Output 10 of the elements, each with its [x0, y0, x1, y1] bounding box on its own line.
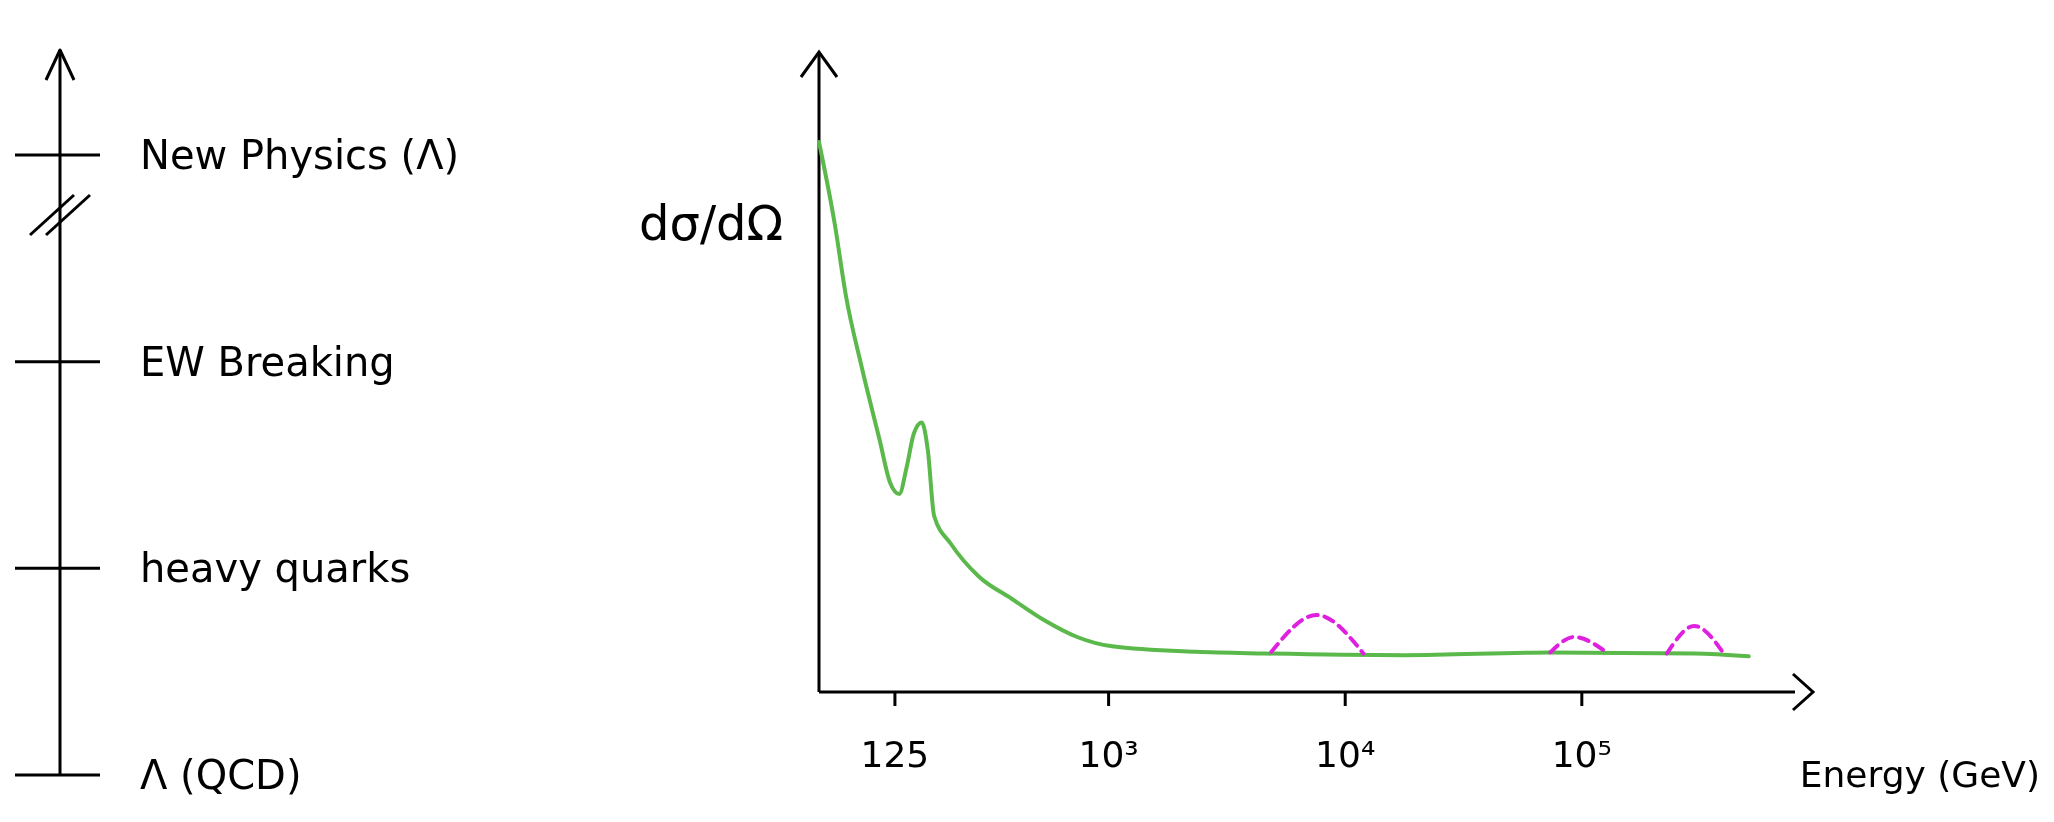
x-tick-label: 125 — [860, 733, 930, 775]
x-tick-label: 10⁵ — [1551, 733, 1612, 775]
x-axis-title: Energy (GeV) — [1799, 754, 2040, 795]
x-tick-label: 10³ — [1078, 733, 1139, 775]
text: EW Breaking — [140, 338, 395, 385]
text: heavy quarks — [140, 545, 411, 592]
y-axis-title: dσ/dΩ — [639, 195, 784, 251]
text: New Physics (Λ) — [140, 132, 460, 178]
x-tick-label: 10⁴ — [1315, 733, 1376, 775]
text: Λ (QCD) — [140, 752, 302, 798]
